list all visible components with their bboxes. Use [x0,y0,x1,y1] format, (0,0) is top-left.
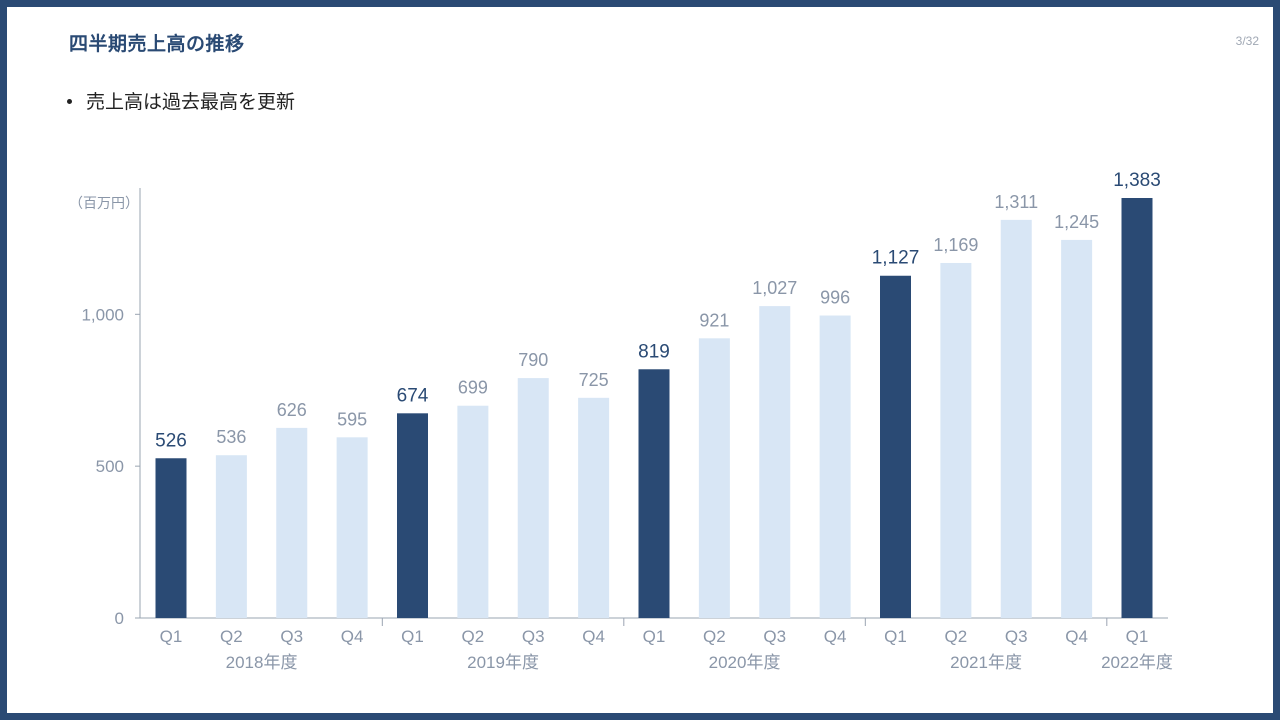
y-axis-ticks: 0 500 1,000 [81,305,140,628]
x-axis-group-labels: 2018年度 2019年度 2020年度 2021年度 2022年度 [226,618,1173,672]
x-category-label: Q1 [160,627,183,646]
bullet-text: 売上高は過去最高を更新 [86,91,296,113]
x-axis-category-labels: Q1 Q2 Q3 Q4 Q1 Q2 Q3 Q4 Q1 Q2 Q3 Q4 Q1 Q2 Q3 Q4 Q1 [160,627,1149,646]
bar-value-label: 790 [518,350,548,370]
x-category-label: Q3 [280,627,303,646]
bar [215,455,247,618]
bar [517,378,549,618]
bar [880,275,911,618]
bullet-dot-icon [67,99,72,104]
x-category-label: Q4 [341,627,364,646]
bar-value-label: 1,027 [752,278,797,298]
bar-value-label: 1,127 [872,248,920,269]
bar-value-label: 536 [216,427,246,447]
x-group-label: 2021年度 [950,653,1022,672]
x-category-label: Q1 [643,627,666,646]
bar-value-label: 1,169 [933,235,978,255]
x-group-label: 2019年度 [467,653,539,672]
y-tick-label: 500 [96,457,124,476]
bar [397,413,428,618]
x-category-label: Q2 [945,627,968,646]
x-group-label: 2022年度 [1101,653,1173,672]
x-category-label: Q3 [763,627,786,646]
bar-value-label: 996 [820,288,850,308]
bar [578,397,610,618]
page-number: 3/32 [1235,34,1259,48]
bar [276,427,308,618]
x-category-label: Q3 [522,627,545,646]
bar-value-label: 1,245 [1054,212,1099,232]
x-category-label: Q2 [703,627,726,646]
bar [819,315,851,618]
bullet-item: 売上高は過去最高を更新 [67,87,295,114]
x-group-label: 2020年度 [709,653,781,672]
y-tick-label: 1,000 [81,305,124,324]
bar [336,437,368,618]
x-category-label: Q3 [1005,627,1028,646]
x-category-label: Q1 [884,627,907,646]
x-category-label: Q4 [824,627,847,646]
x-group-label: 2018年度 [226,653,298,672]
bar [759,306,791,618]
bar-value-label: 526 [155,430,187,451]
bar [698,338,730,618]
x-category-label: Q1 [401,627,424,646]
bar [155,458,187,618]
bar-series [155,198,1153,619]
x-category-label: Q1 [1126,627,1149,646]
bar-value-label: 1,383 [1113,170,1161,191]
bar-value-label: 595 [337,409,367,429]
bar-value-label: 725 [579,370,609,390]
bar [638,369,670,618]
bar [940,262,972,618]
value-labels: 526 536 626 595 674 699 790 725 819 921 1,027 996 1,… [155,170,1161,451]
x-category-label: Q4 [582,627,605,646]
bar-value-label: 674 [397,385,429,406]
bar [1061,239,1093,619]
bar-value-label: 819 [638,341,670,362]
bar-value-label: 626 [277,400,307,420]
bar-value-label: 921 [699,310,729,330]
bar [1121,198,1153,618]
slide-title: 四半期売上高の推移 [69,33,245,55]
x-category-label: Q2 [220,627,243,646]
bar-value-label: 1,311 [994,192,1038,212]
y-axis-unit-label: （百万円） [69,195,139,211]
bar-value-label: 699 [458,378,488,398]
x-category-label: Q2 [462,627,485,646]
y-tick-label: 0 [115,609,124,628]
x-category-label: Q4 [1065,627,1088,646]
bar [1000,219,1032,618]
bar [457,405,489,618]
